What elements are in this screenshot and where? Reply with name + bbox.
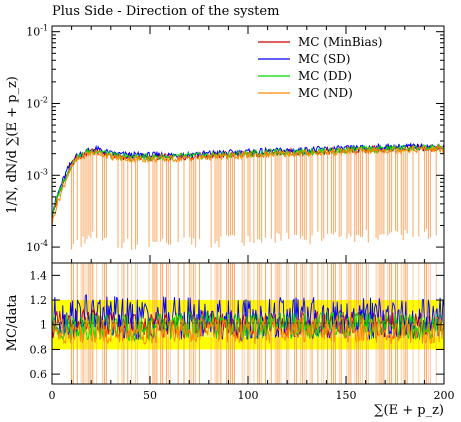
ratio-y-tick-label: 1.4 (30, 269, 48, 282)
main-y-tick-label: 10-4 (26, 239, 48, 254)
main-y-tick-label: 10-2 (26, 95, 48, 110)
ratio-y-axis-label: MC/data (5, 294, 20, 351)
x-tick-label: 150 (336, 389, 357, 402)
main-y-axis-label: 1/N, dN/d ∑(E + p_z) (5, 76, 20, 214)
legend: MC (MinBias) MC (SD) MC (DD) MC (ND) (258, 35, 382, 100)
legend-label: MC (MinBias) (298, 35, 382, 49)
ratio-series-group (52, 293, 444, 345)
ratio-y-axis: 0.6 0.8 1 1.2 1.4 (30, 269, 444, 381)
x-tick-label: 200 (434, 389, 455, 402)
ratio-series-line (52, 315, 444, 345)
main-y-tick-label: 10-3 (26, 167, 48, 182)
legend-label: MC (DD) (298, 69, 352, 83)
x-tick-label: 100 (238, 389, 259, 402)
ratio-series-line (52, 310, 444, 343)
legend-label: MC (ND) (298, 86, 353, 100)
x-tick-label: 50 (143, 389, 157, 402)
ratio-y-tick-label: 1.2 (30, 294, 48, 307)
ratio-y-tick-label: 1 (40, 319, 47, 332)
x-tick-label: 0 (49, 389, 56, 402)
x-axis-label: ∑(E + p_z) (374, 403, 444, 418)
main-series-group (52, 142, 444, 228)
main-y-tick-label: 10-1 (26, 24, 48, 39)
ratio-y-tick-label: 0.6 (30, 368, 48, 381)
ratio-y-tick-label: 0.8 (30, 343, 48, 356)
legend-label: MC (SD) (298, 52, 351, 66)
chart-title: Plus Side - Direction of the system (52, 4, 280, 19)
x-axis: 0 50 100 150 200 (49, 26, 455, 402)
main-series-line (52, 144, 444, 217)
main-series-line (52, 144, 444, 228)
ratio-series-line (52, 293, 444, 342)
